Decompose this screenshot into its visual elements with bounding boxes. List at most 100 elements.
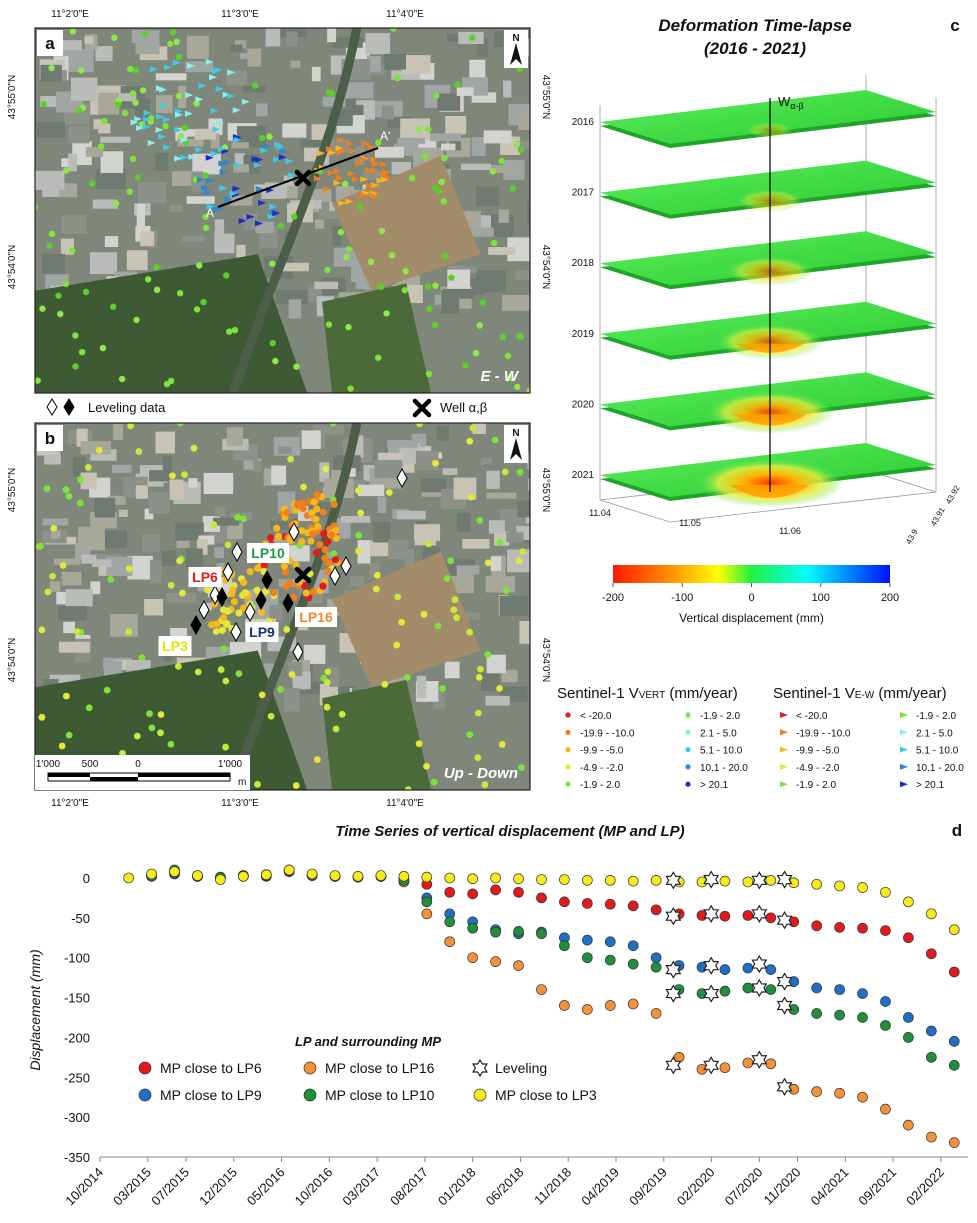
- colorbar-tick-label: -200: [602, 592, 624, 604]
- map-point: [77, 476, 84, 483]
- building: [375, 147, 404, 158]
- data-point: [559, 875, 569, 885]
- building: [353, 105, 363, 115]
- legend-marker: [565, 782, 570, 787]
- building: [462, 539, 489, 549]
- data-point: [376, 871, 386, 881]
- data-point: [720, 876, 730, 886]
- map-point: [309, 530, 316, 537]
- legend-marker: [780, 764, 788, 770]
- year-label: 2017: [572, 188, 595, 199]
- legend-marker: [685, 730, 690, 735]
- data-point: [949, 1060, 959, 1070]
- building: [286, 32, 297, 47]
- map-point: [281, 563, 288, 570]
- building: [266, 28, 281, 46]
- data-point: [880, 1020, 890, 1030]
- map-point: [474, 754, 481, 761]
- map-point: [518, 764, 525, 771]
- map-point: [466, 731, 473, 738]
- map-point: [270, 340, 276, 346]
- y-tick-label: -200: [64, 1030, 90, 1045]
- map-point: [218, 666, 225, 673]
- map-point: [283, 626, 290, 633]
- map-point: [298, 538, 305, 545]
- building: [517, 501, 531, 518]
- building: [443, 289, 474, 299]
- map-point: [104, 687, 111, 694]
- map-point: [235, 609, 242, 616]
- map-point: [374, 572, 381, 579]
- map-point: [60, 562, 67, 569]
- building: [315, 219, 324, 228]
- building: [62, 40, 82, 50]
- map-point: [469, 35, 475, 41]
- map-point: [421, 611, 428, 618]
- north-label: N: [512, 428, 519, 439]
- map-point: [221, 645, 228, 652]
- map-point: [224, 608, 231, 615]
- map-point: [272, 358, 278, 364]
- data-point: [445, 917, 455, 927]
- map-point: [383, 310, 389, 316]
- building: [469, 60, 485, 78]
- building: [137, 204, 145, 228]
- map-point: [447, 557, 454, 564]
- map-point: [409, 175, 415, 181]
- leveling-point: [778, 974, 792, 990]
- building: [58, 606, 87, 620]
- leveling-point: [778, 912, 792, 928]
- building: [163, 456, 172, 472]
- map-point: [77, 500, 84, 507]
- map-point: [519, 548, 526, 555]
- building: [78, 527, 105, 551]
- building: [350, 576, 364, 586]
- map-point: [331, 501, 338, 508]
- map-point: [403, 268, 409, 274]
- building: [486, 471, 499, 489]
- data-point: [514, 926, 524, 936]
- map-point: [70, 28, 76, 34]
- map-point: [89, 180, 95, 186]
- map-point: [132, 67, 138, 73]
- legend-title-main: Sentinel-1 V: [557, 685, 639, 702]
- colorbar-tick-label: -100: [671, 592, 693, 604]
- map-point: [510, 185, 516, 191]
- map-point: [63, 167, 69, 173]
- building: [445, 662, 460, 679]
- building: [402, 55, 431, 74]
- building: [186, 549, 203, 570]
- building: [100, 137, 130, 143]
- map-point: [37, 543, 44, 550]
- x-tick-label: 03/2017: [339, 1165, 383, 1209]
- well-name: W: [778, 94, 791, 109]
- building: [417, 676, 427, 698]
- map-point: [154, 287, 160, 293]
- data-point: [628, 999, 638, 1009]
- map-point: [226, 328, 232, 334]
- x-tick-label: 09/2019: [626, 1165, 670, 1209]
- map-point: [329, 90, 335, 96]
- map-point: [181, 471, 188, 478]
- building: [101, 151, 124, 173]
- legend-label: -1.9 - 2.0: [700, 711, 740, 722]
- building: [204, 473, 234, 494]
- building: [186, 196, 214, 204]
- map-point: [134, 733, 141, 740]
- map-point: [49, 573, 56, 580]
- map-point: [210, 521, 217, 528]
- leveling-marker: [64, 399, 74, 415]
- data-point: [743, 877, 753, 887]
- map-point: [373, 586, 380, 593]
- map-point: [191, 445, 198, 452]
- map-point: [113, 200, 119, 206]
- building: [430, 133, 461, 141]
- map-point: [325, 668, 332, 675]
- map-point: [314, 756, 321, 763]
- map-point: [423, 763, 430, 770]
- data-point: [903, 1120, 913, 1130]
- map-point: [321, 554, 328, 561]
- building: [476, 187, 499, 206]
- building: [284, 688, 300, 711]
- map-point: [194, 306, 200, 312]
